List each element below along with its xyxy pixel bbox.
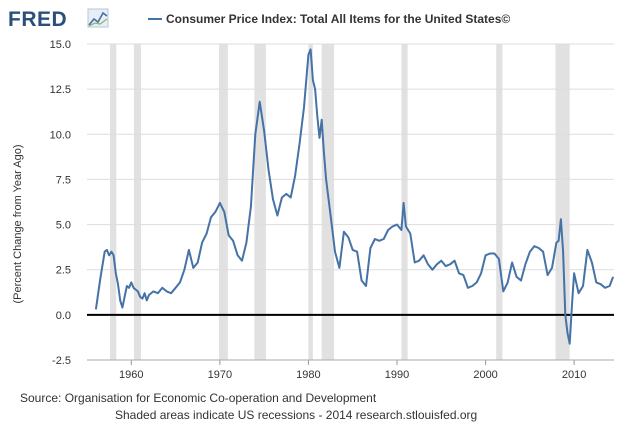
- recession-bands: [110, 44, 570, 360]
- gridlines: [87, 43, 614, 361]
- recession-band-7: [496, 44, 503, 360]
- y-tick-label: 0.0: [56, 310, 71, 322]
- x-tick-label: 2000: [473, 369, 497, 381]
- y-tick-label: -2.5: [52, 355, 71, 367]
- x-tick-labels: 1960 1970 1980 1990 2000 2010: [119, 360, 586, 381]
- y-tick-label: 7.5: [56, 174, 71, 186]
- recession-note: Shaded areas indicate US recessions - 20…: [115, 408, 477, 422]
- source-note: Source: Organisation for Economic Co-ope…: [20, 391, 377, 405]
- fred-logo-chart-icon: [87, 8, 109, 28]
- recession-band-1: [133, 44, 142, 360]
- recession-band-2: [218, 44, 228, 360]
- y-tick-label: 15.0: [50, 39, 71, 51]
- x-tick-label: 1960: [119, 369, 143, 381]
- cpi-series-line: [94, 48, 615, 345]
- recession-band-8: [555, 44, 570, 360]
- x-tick-label: 2010: [562, 369, 586, 381]
- recession-band-0: [110, 44, 117, 360]
- y-tick-label: 5.0: [56, 220, 71, 232]
- recession-band-4: [308, 44, 313, 360]
- x-tick-label: 1990: [385, 369, 409, 381]
- legend-label: Consumer Price Index: Total All Items fo…: [166, 12, 510, 26]
- y-tick-label: 12.5: [50, 84, 71, 96]
- y-tick-labels: -2.5 0.0 2.5 5.0 7.5 10.0 12.5 15.0: [50, 39, 71, 367]
- y-axis-title: (Percent Change from Year Ago): [12, 145, 24, 304]
- y-tick-label: 10.0: [50, 129, 71, 141]
- x-tick-label: 1970: [208, 369, 232, 381]
- y-tick-label: 2.5: [56, 265, 71, 277]
- recession-band-3: [254, 44, 266, 360]
- recession-band-6: [401, 44, 408, 360]
- fred-logo-text: FRED: [8, 8, 67, 31]
- x-tick-label: 1980: [296, 369, 320, 381]
